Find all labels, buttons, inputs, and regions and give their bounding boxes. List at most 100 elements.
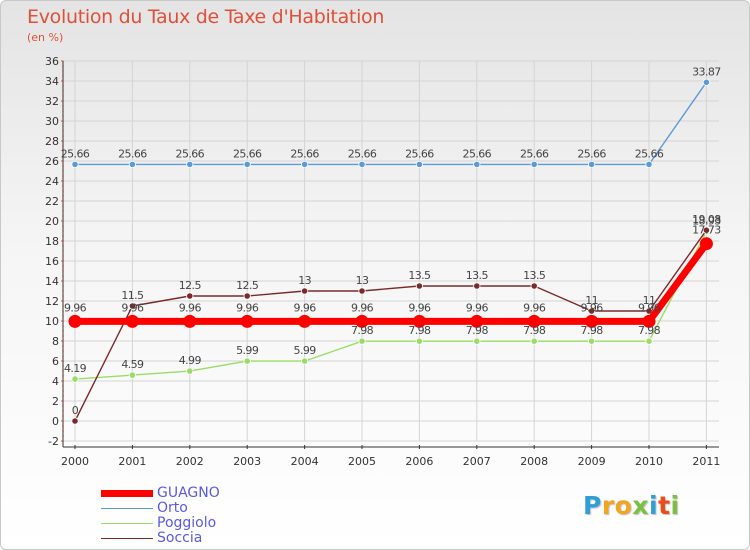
- logo-letter: P: [583, 491, 602, 520]
- x-tick-label: 2008: [520, 455, 548, 468]
- data-label-poggiolo: 4.59: [121, 358, 144, 371]
- data-label-soccia: 11: [643, 294, 656, 307]
- point-orto: [300, 160, 309, 168]
- data-label-soccia: 13: [298, 274, 311, 287]
- data-label-guagno: 9.96: [179, 301, 202, 314]
- point-poggiolo: [530, 337, 538, 345]
- data-label-guagno: 9.96: [121, 301, 144, 314]
- data-label-orto: 25.66: [290, 147, 319, 160]
- y-tick-label: 28: [45, 135, 59, 148]
- point-soccia: [243, 292, 251, 300]
- point-orto: [358, 160, 366, 168]
- point-guagno: [470, 314, 484, 328]
- data-label-poggiolo: 7.98: [581, 324, 604, 337]
- point-guagno: [240, 314, 254, 328]
- legend-item-soccia: Soccia: [101, 531, 220, 546]
- point-soccia: [645, 307, 653, 315]
- data-labels: 25.66 25.66 25.66 25.66 25.66 25.66 25.66 25.66…: [61, 65, 722, 417]
- data-label-poggiolo: 7.98: [638, 324, 661, 337]
- point-soccia: [358, 287, 366, 295]
- data-label-guagno: 9.96: [236, 301, 259, 314]
- legend-item-guagno: GUAGNO: [101, 486, 220, 501]
- point-poggiolo: [473, 337, 481, 345]
- legend-swatch: [101, 522, 153, 525]
- logo-letter: o: [614, 491, 633, 520]
- x-tick-label: 2004: [291, 455, 319, 468]
- y-tick-label: 18: [45, 235, 59, 248]
- x-tick-label: 2005: [348, 455, 376, 468]
- data-label-soccia: 11.5: [121, 289, 144, 302]
- y-tick-label: 36: [45, 55, 59, 68]
- y-tick-label: 34: [45, 75, 59, 88]
- point-soccia: [128, 302, 136, 310]
- point-poggiolo: [415, 337, 423, 345]
- data-label-orto: 25.66: [118, 147, 147, 160]
- point-orto: [186, 160, 194, 168]
- legend-label: Poggiolo: [157, 515, 217, 531]
- point-poggiolo: [71, 375, 79, 383]
- logo-letter: r: [601, 491, 615, 520]
- y-tick-label: 2: [52, 395, 59, 408]
- data-label-poggiolo: 4.99: [179, 354, 202, 367]
- point-soccia: [530, 282, 538, 290]
- point-orto: [530, 160, 538, 168]
- point-orto: [702, 78, 711, 86]
- point-soccia: [587, 307, 596, 315]
- x-tick-label: 2007: [463, 455, 491, 468]
- legend-label: Orto: [157, 500, 188, 516]
- legend-label: Soccia: [157, 530, 203, 546]
- series-line-poggiolo: [74, 230, 708, 380]
- point-soccia: [300, 287, 309, 295]
- point-soccia: [415, 282, 423, 290]
- data-label-poggiolo: 7.98: [523, 324, 546, 337]
- data-label-orto: 25.66: [463, 147, 492, 160]
- y-tick-label: 20: [45, 215, 59, 228]
- point-orto: [415, 160, 423, 168]
- point-orto: [645, 160, 653, 168]
- legend-swatch: [101, 537, 153, 540]
- proxiti-logo: Proxiti: [583, 491, 680, 520]
- point-orto: [243, 160, 251, 168]
- x-tick-label: 2001: [118, 455, 146, 468]
- point-orto: [587, 160, 596, 168]
- y-tick-label: 8: [52, 335, 59, 348]
- data-label-guagno: 9.96: [523, 301, 546, 314]
- point-soccia: [702, 226, 711, 234]
- legend-swatch: [101, 507, 153, 510]
- data-label-soccia: 13.5: [523, 269, 546, 282]
- series-lines: [68, 78, 713, 425]
- point-orto: [128, 160, 136, 168]
- logo-letter: x: [632, 491, 649, 520]
- data-label-orto: 25.66: [61, 147, 90, 160]
- y-tick-label: -2: [48, 435, 59, 448]
- data-label-orto: 25.66: [405, 147, 434, 160]
- grid: [63, 60, 719, 442]
- series-line-orto: [74, 81, 708, 166]
- point-soccia: [473, 282, 481, 290]
- y-tick-label: 12: [45, 295, 59, 308]
- legend-swatch: [101, 490, 153, 497]
- y-tick-label: 6: [52, 355, 59, 368]
- point-guagno: [642, 314, 656, 328]
- data-label-soccia: 12.5: [179, 279, 202, 292]
- y-tick-label: 10: [45, 315, 59, 328]
- point-guagno: [699, 237, 713, 251]
- point-poggiolo: [300, 357, 309, 365]
- point-poggiolo: [128, 371, 136, 379]
- legend: GUAGNO Orto Poggiolo Soccia: [101, 486, 220, 546]
- point-poggiolo: [358, 337, 366, 345]
- data-label-guagno: 9.96: [638, 301, 661, 314]
- x-tick-label: 2003: [233, 455, 261, 468]
- data-label-guagno: 9.96: [408, 301, 431, 314]
- point-soccia: [71, 417, 79, 425]
- x-tick-label: 2006: [405, 455, 433, 468]
- point-soccia: [186, 292, 194, 300]
- data-label-soccia: 13: [356, 274, 369, 287]
- data-label-soccia: 12.5: [236, 279, 259, 292]
- point-guagno: [355, 314, 369, 328]
- data-label-poggiolo: 7.98: [466, 324, 489, 337]
- y-tick-label: 24: [45, 175, 59, 188]
